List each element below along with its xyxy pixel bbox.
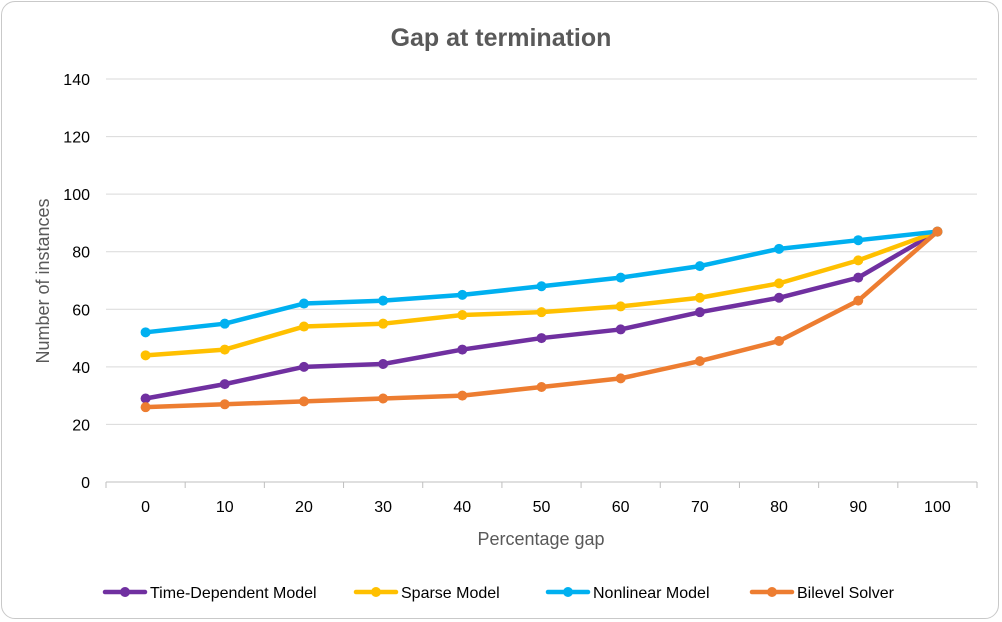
data-point-time-dependent-model [219,379,230,390]
y-tick-label: 40 [72,360,90,377]
data-point-sparse-model [219,344,230,355]
data-point-time-dependent-model [615,324,626,335]
x-axis-label: Percentage gap [477,529,604,549]
data-point-bilevel-solver [298,396,309,407]
data-point-bilevel-solver [853,295,864,306]
data-point-bilevel-solver [932,226,943,237]
data-point-bilevel-solver [615,373,626,384]
series-line-bilevel-solver [143,229,940,410]
y-tick-label: 120 [63,130,90,147]
x-tick-label: 30 [374,499,392,516]
data-point-bilevel-solver [457,390,468,401]
legend-marker [767,587,777,597]
data-point-sparse-model [615,301,626,312]
x-tick-label: 40 [453,499,471,516]
data-point-time-dependent-model [694,307,705,318]
data-point-sparse-model [140,350,151,361]
data-point-bilevel-solver [536,382,547,393]
data-point-time-dependent-model [298,361,309,372]
data-point-sparse-model [378,318,389,329]
legend-marker [120,587,130,597]
legend-label: Bilevel Solver [797,585,895,602]
data-point-bilevel-solver [219,399,230,410]
legend-item-bilevel-solver: Bilevel Solver [749,585,895,602]
data-point-nonlinear-model [378,295,389,306]
data-point-nonlinear-model [140,327,151,338]
x-tick-label: 100 [924,499,951,516]
legend: Time-Dependent Model Sparse Model Nonlinea… [102,585,895,602]
x-tick-label: 80 [770,499,788,516]
legend-item-sparse-model: Sparse Model [353,585,500,602]
data-point-sparse-model [774,278,785,289]
series-markers [140,226,943,413]
y-tick-label: 100 [63,187,90,204]
data-point-sparse-model [694,292,705,303]
data-point-nonlinear-model [457,289,468,300]
gridlines [106,78,977,483]
y-tick-label: 0 [81,475,90,492]
data-point-nonlinear-model [774,243,785,254]
y-tick-label: 140 [63,72,90,89]
data-point-time-dependent-model [378,358,389,369]
legend-marker [563,587,573,597]
x-axis-ticks: 0 10 20 30 40 50 60 70 80 90 100 [105,482,978,516]
y-axis-ticks: 0 20 40 60 80 100 120 140 [63,72,90,492]
legend-item-nonlinear-model: Nonlinear Model [545,585,710,602]
x-tick-label: 90 [849,499,867,516]
data-point-sparse-model [298,321,309,332]
legend-label: Sparse Model [401,585,500,602]
x-tick-label: 50 [533,499,551,516]
data-point-sparse-model [536,307,547,318]
legend-label: Nonlinear Model [593,585,710,602]
data-point-time-dependent-model [853,272,864,283]
data-point-time-dependent-model [774,292,785,303]
x-tick-label: 60 [612,499,630,516]
data-point-nonlinear-model [694,261,705,272]
legend-label: Time-Dependent Model [150,585,317,602]
y-tick-label: 80 [72,245,90,262]
data-point-nonlinear-model [536,281,547,292]
data-point-sparse-model [853,255,864,266]
data-point-time-dependent-model [140,393,151,404]
y-tick-label: 20 [72,417,90,434]
x-tick-label: 0 [141,499,150,516]
data-point-bilevel-solver [378,393,389,404]
x-tick-label: 70 [691,499,709,516]
y-tick-label: 60 [72,302,90,319]
data-point-bilevel-solver [694,356,705,367]
data-point-nonlinear-model [853,235,864,246]
legend-item-time-dependent-model: Time-Dependent Model [102,585,317,602]
data-point-time-dependent-model [457,344,468,355]
y-axis-label: Number of instances [33,198,53,363]
data-point-nonlinear-model [615,272,626,283]
data-point-time-dependent-model [536,333,547,344]
x-tick-label: 10 [216,499,234,516]
data-point-sparse-model [457,310,468,321]
chart-title: Gap at termination [391,24,612,52]
data-point-bilevel-solver [140,402,151,413]
data-point-bilevel-solver [774,335,785,346]
legend-marker [371,587,381,597]
x-tick-label: 20 [295,499,313,516]
data-point-nonlinear-model [298,298,309,309]
data-point-nonlinear-model [219,318,230,329]
series-lines [143,229,940,410]
